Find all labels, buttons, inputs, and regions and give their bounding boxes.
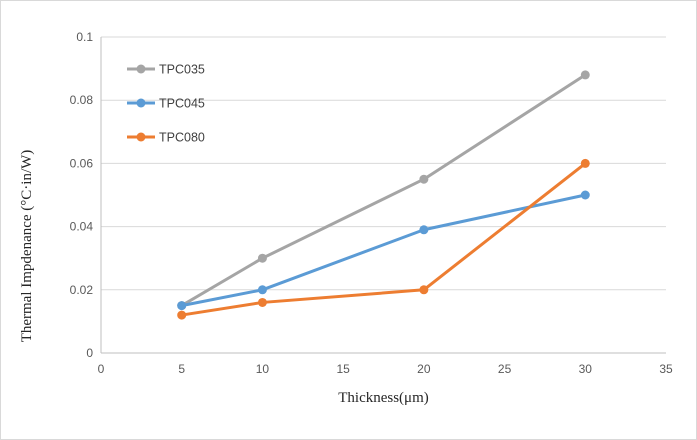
x-tick-label-15: 15	[336, 362, 350, 376]
x-tick-label-35: 35	[659, 362, 673, 376]
series-line-tpc080	[180, 161, 587, 317]
y-tick-label-0.08: 0.08	[70, 93, 94, 107]
data-point-tpc045-x5	[177, 301, 187, 311]
x-tick-label-20: 20	[417, 362, 431, 376]
data-point-tpc045-x30	[580, 190, 590, 200]
x-tick-label-10: 10	[256, 362, 270, 376]
legend-item-tpc035: TPC035	[127, 63, 205, 77]
y-tick-label-0.04: 0.04	[70, 220, 94, 234]
data-point-tpc080-x20	[419, 285, 429, 295]
legend-label-tpc035: TPC035	[159, 63, 205, 77]
y-tick-label-0.1: 0.1	[76, 30, 93, 44]
x-tick-label-25: 25	[498, 362, 512, 376]
x-tick-label-5: 5	[178, 362, 185, 376]
legend-marker-icon-tpc035	[136, 64, 146, 74]
data-point-tpc045-x20	[419, 225, 429, 235]
y-axis-title: Thermal Impdenance (°C·in/W)	[19, 150, 35, 343]
legend-marker-icon-tpc080	[136, 132, 146, 142]
legend-label-tpc080: TPC080	[159, 131, 205, 145]
y-tick-label-0.02: 0.02	[70, 283, 94, 297]
data-point-tpc035-x30	[580, 70, 590, 80]
data-point-tpc035-x20	[419, 174, 429, 184]
series-tpc080	[177, 158, 590, 320]
x-tick-label-30: 30	[579, 362, 593, 376]
y-tick-label-0.06: 0.06	[70, 156, 94, 170]
series-line-tpc035	[180, 73, 587, 308]
data-point-tpc080-x10	[257, 297, 267, 307]
data-point-tpc080-x5	[177, 310, 187, 320]
data-point-tpc035-x10	[257, 253, 267, 263]
legend-item-tpc045: TPC045	[127, 97, 205, 111]
x-tick-label-0: 0	[98, 362, 105, 376]
x-axis-title: Thickness(μm)	[338, 390, 429, 406]
series-line-tpc045	[180, 193, 587, 308]
legend-label-tpc045: TPC045	[159, 97, 205, 111]
data-point-tpc080-x30	[580, 158, 590, 168]
data-point-tpc045-x10	[257, 285, 267, 295]
y-tick-label-0: 0	[86, 346, 93, 360]
series-tpc035	[177, 70, 590, 311]
series-tpc045	[177, 190, 590, 311]
legend-item-tpc080: TPC080	[127, 131, 205, 145]
legend-marker-icon-tpc045	[136, 98, 146, 108]
